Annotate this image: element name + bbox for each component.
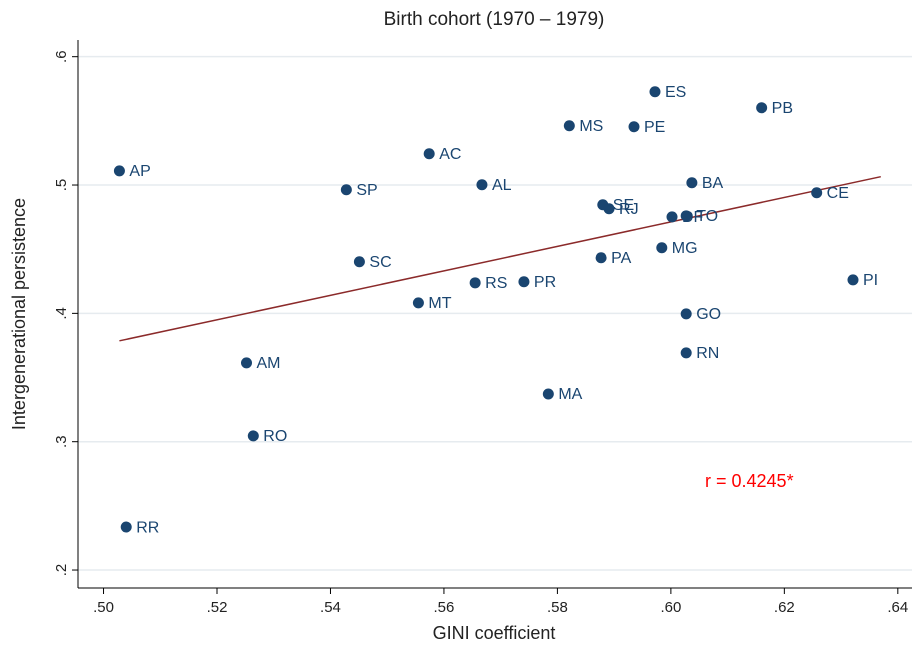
- point: [649, 86, 661, 98]
- point-label: PE: [644, 119, 665, 136]
- point: [811, 187, 823, 199]
- x-axis-label: GINI coefficient: [433, 623, 556, 643]
- annotation: r = 0.4245*: [705, 471, 794, 491]
- point: [241, 357, 253, 369]
- point: [656, 242, 668, 254]
- point: [595, 252, 607, 264]
- x-tick-label: .54: [320, 599, 341, 616]
- point-label: ES: [665, 84, 686, 101]
- point-label: PI: [863, 272, 878, 289]
- point-label: MT: [428, 295, 451, 312]
- x-tick-label: .64: [887, 599, 908, 616]
- y-tick-label: .2: [53, 564, 70, 577]
- point: [666, 211, 678, 223]
- y-tick-label: .4: [53, 307, 70, 320]
- point-label: AM: [257, 355, 281, 372]
- x-tick-label: .62: [774, 599, 795, 616]
- y-tick-label: .5: [53, 179, 70, 192]
- point: [680, 347, 692, 359]
- point: [518, 276, 530, 288]
- point-label: RO: [263, 428, 287, 445]
- point: [542, 388, 554, 400]
- point-label: BA: [702, 175, 724, 192]
- y-tick-label: .3: [53, 435, 70, 448]
- point-label: PB: [772, 100, 793, 117]
- point: [113, 165, 125, 177]
- point: [340, 184, 352, 196]
- y-axis-label: Intergenerational persistence: [9, 198, 29, 430]
- point-label: AP: [129, 163, 150, 180]
- point-label: MA: [558, 386, 582, 403]
- point-label: SC: [369, 254, 391, 271]
- point: [412, 297, 424, 309]
- point: [469, 277, 481, 289]
- x-tick-label: .56: [434, 599, 455, 616]
- point-label: CE: [827, 185, 849, 202]
- point: [756, 102, 768, 114]
- point-label: MS: [579, 118, 603, 135]
- point: [247, 430, 259, 442]
- point-label: MG: [672, 240, 698, 257]
- x-tick-label: .60: [660, 599, 681, 616]
- point-label: PR: [534, 274, 556, 291]
- point-label: RS: [485, 275, 507, 292]
- point: [680, 308, 692, 320]
- y-tick-label: .6: [53, 50, 70, 63]
- point-label: RN: [696, 345, 719, 362]
- point-label: RR: [136, 519, 159, 536]
- point-label: GO: [696, 306, 721, 323]
- point: [120, 521, 132, 533]
- point-label: PA: [611, 250, 631, 267]
- point-label: AC: [439, 146, 461, 163]
- point-label: RJ: [619, 201, 639, 218]
- x-tick-label: .50: [93, 599, 114, 616]
- point: [476, 179, 488, 191]
- point: [563, 120, 575, 132]
- fit-line: [119, 175, 881, 342]
- point: [423, 148, 435, 160]
- point: [680, 210, 692, 222]
- x-tick-label: .58: [547, 599, 568, 616]
- point-label: SE: [613, 197, 634, 214]
- point: [686, 177, 698, 189]
- point: [603, 203, 615, 215]
- point-label: TO: [696, 208, 718, 225]
- point: [353, 256, 365, 268]
- point: [847, 274, 859, 286]
- point-label: AL: [492, 177, 512, 194]
- x-tick-label: .52: [207, 599, 228, 616]
- chart-title: Birth cohort (1970 – 1979): [384, 9, 605, 30]
- point: [628, 121, 640, 133]
- point-label: SP: [356, 182, 377, 199]
